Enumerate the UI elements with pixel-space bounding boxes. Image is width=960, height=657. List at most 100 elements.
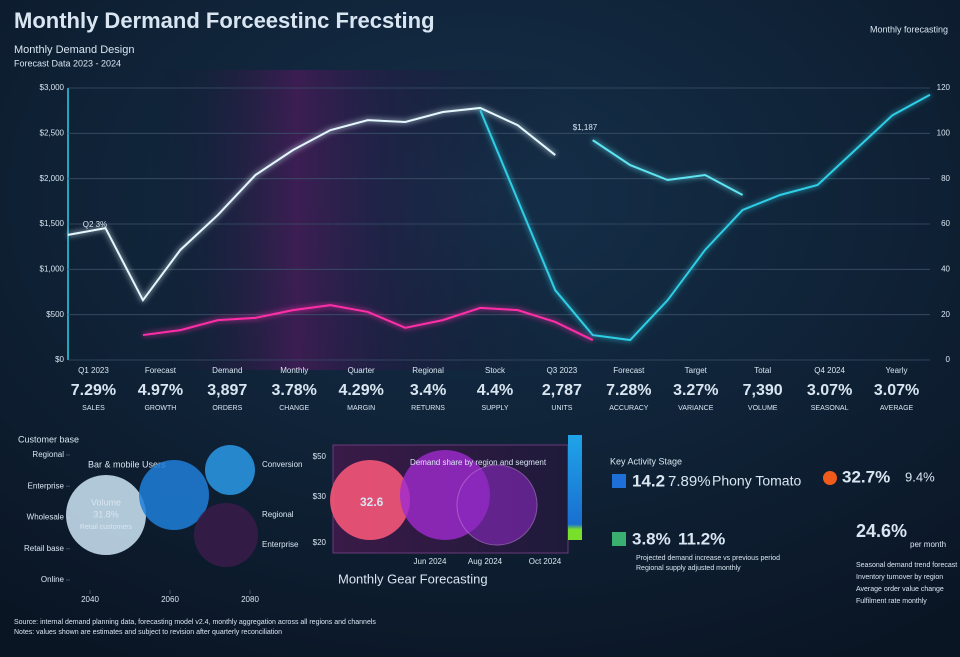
- kpi-label: Monthly: [280, 366, 308, 375]
- kpi-value: 7.29%: [71, 382, 116, 399]
- kpi-label: Total: [754, 366, 771, 375]
- panel-label: Enterprise: [262, 540, 299, 549]
- kpi-label: Stock: [485, 366, 506, 375]
- venn-title: Monthly Gear Forecasting: [338, 571, 488, 586]
- stat-pct: 7.89%: [668, 473, 711, 490]
- kpi-caption: GROWTH: [144, 405, 176, 412]
- kpi-label: Q4 2024: [814, 366, 845, 375]
- bubble-text: Retail customers: [80, 524, 133, 531]
- panel-label: Bar & mobile Users: [88, 459, 166, 469]
- kpi-label: Forecast: [613, 366, 645, 375]
- kpi-value: 3,897: [207, 382, 247, 399]
- series-line: [479, 93, 931, 342]
- kpi-caption: UNITS: [551, 405, 572, 412]
- y2-tick-label: 40: [941, 264, 950, 273]
- kpi-value: 3.27%: [673, 382, 718, 399]
- kpi-value: 3.4%: [410, 382, 446, 399]
- annotation: $1,187: [573, 123, 598, 132]
- x-tick-label: 2060: [161, 595, 179, 604]
- x-tick-label: 2080: [241, 595, 259, 604]
- side-line: Average order value change: [856, 586, 944, 593]
- venn-axis-label: $20: [313, 538, 327, 547]
- y-tick-label: $3,000: [40, 83, 65, 92]
- bubble: [194, 503, 258, 567]
- bubble-text: Volume: [91, 497, 121, 507]
- stat-line: Regional supply adjusted monthly: [636, 565, 741, 572]
- side-line: Fulfilment rate monthly: [856, 598, 927, 605]
- kpi-label: Forecast: [145, 366, 177, 375]
- kpi-label: Yearly: [886, 366, 908, 375]
- y-tick-label: Wholesale: [27, 513, 65, 522]
- side-note: per month: [910, 540, 946, 549]
- note: Forecast Data 2023 - 2024: [14, 58, 121, 68]
- kpi-caption: MARGIN: [347, 405, 375, 412]
- kpi-value: 3.07%: [874, 382, 919, 399]
- panel-title: Customer base: [18, 434, 79, 444]
- kpi-label: Quarter: [348, 366, 375, 375]
- side-pct: 9.4%: [905, 469, 935, 484]
- venn-footer-label: Jun 2024: [414, 557, 447, 566]
- bubble: [66, 475, 146, 555]
- top-right-label: Monthly forecasting: [870, 24, 948, 34]
- side-line: Inventory turnover by region: [856, 574, 943, 581]
- kpi-caption: ORDERS: [212, 405, 242, 412]
- venn-header: Demand share by region and segment: [410, 458, 547, 467]
- kpi-value: 2,787: [542, 382, 582, 399]
- venn-axis-label: $30: [313, 492, 327, 501]
- kpi-caption: SALES: [82, 405, 105, 412]
- gauge: [568, 435, 582, 540]
- icon: [612, 474, 626, 488]
- venn-circle: [456, 464, 538, 546]
- stat-label: Phony Tomato: [712, 473, 801, 489]
- kpi-caption: RETURNS: [411, 405, 445, 412]
- bubble: [205, 445, 255, 495]
- annotation: Q2 3%: [83, 220, 107, 229]
- footer: Notes: values shown are estimates and su…: [14, 629, 282, 636]
- y2-tick-label: 80: [941, 174, 950, 183]
- kpi-label: Target: [685, 366, 708, 375]
- venn-axis-label: $50: [313, 452, 327, 461]
- kpi-caption: SEASONAL: [811, 405, 849, 412]
- kpi-value: 4.4%: [477, 382, 513, 399]
- subtitle: Monthly Demand Design: [14, 44, 134, 56]
- y-tick-label: Retail base: [24, 544, 65, 553]
- y-tick-label: $2,500: [40, 128, 65, 137]
- kpi-label: Q3 2023: [547, 366, 578, 375]
- footer: Source: internal demand planning data, f…: [14, 619, 376, 626]
- stat-value: 14.2: [632, 471, 665, 490]
- bubble: [139, 460, 209, 530]
- side-line: Seasonal demand trend forecast: [856, 562, 957, 569]
- kpi-label: Demand: [212, 366, 242, 375]
- venn-center: 32.6: [360, 495, 384, 509]
- y2-tick-label: 100: [937, 128, 951, 137]
- venn-footer-label: Oct 2024: [529, 557, 562, 566]
- kpi-value: 7.28%: [606, 382, 651, 399]
- stats-title: Key Activity Stage: [610, 456, 682, 466]
- kpi-value: 3.78%: [272, 382, 317, 399]
- icon: [823, 471, 837, 485]
- series-line: [67, 106, 556, 303]
- y2-tick-label: 0: [946, 355, 951, 364]
- icon: [612, 532, 626, 546]
- title: Monthly Dermand Forceestinc Frecsting: [14, 8, 435, 33]
- kpi-label: Q1 2023: [78, 366, 109, 375]
- y-tick-label: Enterprise: [28, 481, 65, 490]
- stat-pct: 11.2%: [678, 529, 725, 548]
- kpi-caption: SUPPLY: [481, 405, 508, 412]
- kpi-caption: CHANGE: [279, 405, 309, 412]
- y-tick-label: Online: [41, 575, 65, 584]
- bubble-text: 31.8%: [93, 509, 119, 519]
- panel-label: Conversion: [262, 460, 302, 469]
- venn-circle: [330, 460, 410, 540]
- kpi-value: 3.07%: [807, 382, 852, 399]
- kpi-caption: VARIANCE: [678, 405, 714, 412]
- side-value: 32.7%: [842, 467, 890, 486]
- side-big: 24.6%: [856, 521, 907, 541]
- y-tick-label: $500: [46, 310, 64, 319]
- kpi-caption: ACCURACY: [609, 405, 649, 412]
- y-tick-label: Regional: [32, 450, 64, 459]
- panel-label: Regional: [262, 510, 294, 519]
- kpi-caption: VOLUME: [748, 405, 778, 412]
